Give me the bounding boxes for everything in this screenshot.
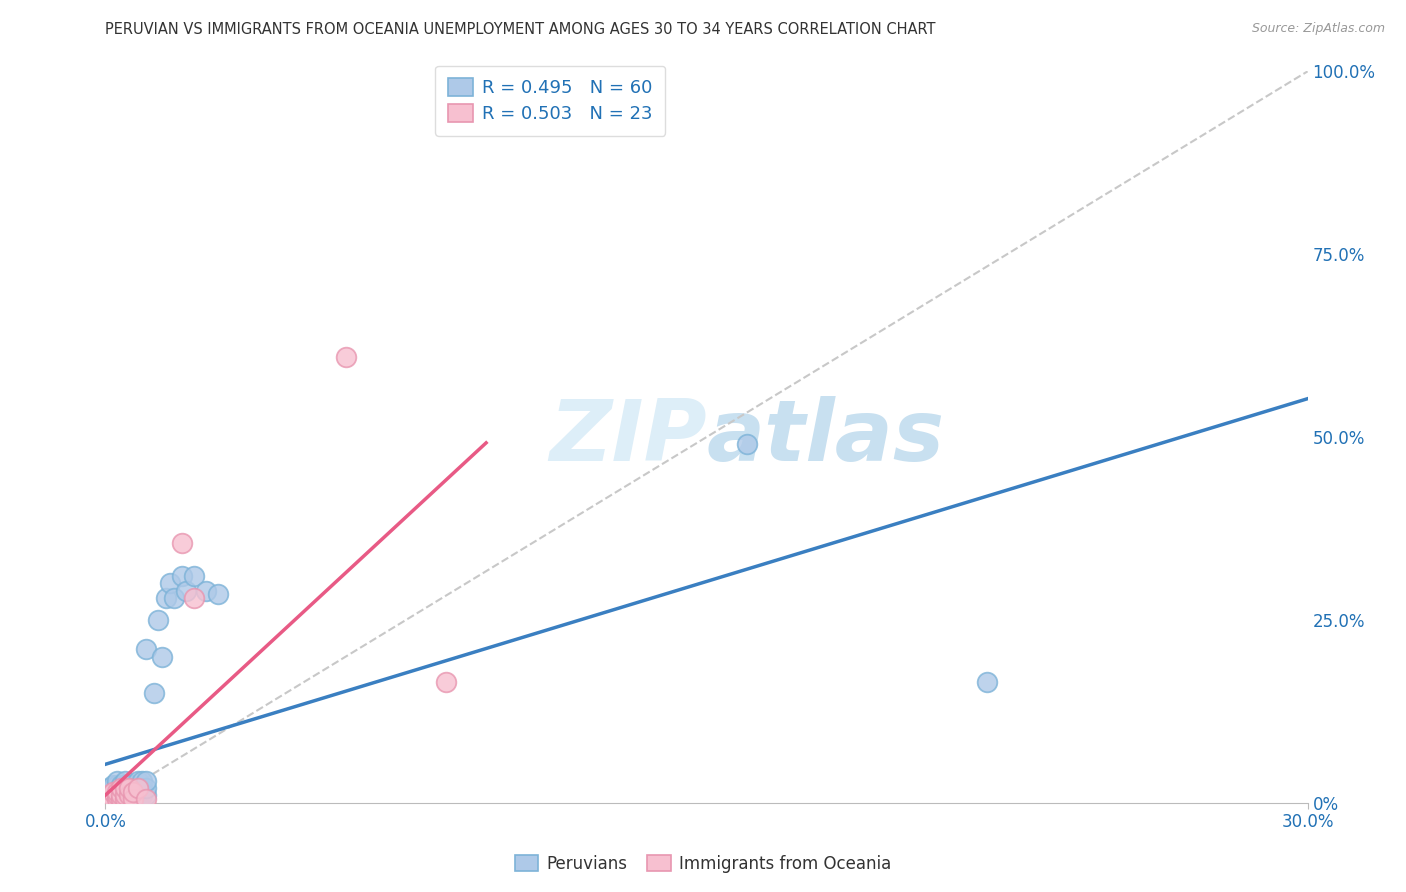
Point	[110, 777, 132, 792]
Point	[107, 792, 129, 806]
Point	[122, 785, 145, 799]
Point	[127, 792, 149, 806]
Point	[127, 773, 149, 788]
Point	[131, 773, 153, 788]
Point	[107, 789, 129, 803]
Text: PERUVIAN VS IMMIGRANTS FROM OCEANIA UNEMPLOYMENT AMONG AGES 30 TO 34 YEARS CORRE: PERUVIAN VS IMMIGRANTS FROM OCEANIA UNEM…	[105, 22, 936, 37]
Point	[98, 789, 121, 803]
Point	[118, 789, 141, 803]
Legend: R = 0.495   N = 60, R = 0.503   N = 23: R = 0.495 N = 60, R = 0.503 N = 23	[436, 66, 665, 136]
Point	[118, 792, 141, 806]
Legend: Peruvians, Immigrants from Oceania: Peruvians, Immigrants from Oceania	[508, 848, 898, 880]
Point	[103, 777, 125, 792]
Point	[114, 789, 136, 803]
Point	[98, 789, 121, 803]
Point	[434, 675, 457, 690]
Point	[114, 785, 136, 799]
Point	[142, 686, 165, 700]
Point	[159, 576, 181, 591]
Point	[118, 781, 141, 796]
Point	[118, 789, 141, 803]
Point	[135, 789, 157, 803]
Point	[110, 792, 132, 806]
Point	[107, 777, 129, 792]
Point	[127, 781, 149, 796]
Point	[976, 675, 998, 690]
Point	[103, 781, 125, 796]
Point	[114, 781, 136, 796]
Point	[194, 583, 217, 598]
Point	[110, 789, 132, 803]
Point	[131, 781, 153, 796]
Point	[114, 773, 136, 788]
Point	[103, 792, 125, 806]
Point	[735, 437, 758, 451]
Point	[103, 785, 125, 799]
Point	[114, 792, 136, 806]
Text: ZIP: ZIP	[548, 395, 707, 479]
Point	[127, 781, 149, 796]
Point	[110, 781, 132, 796]
Point	[103, 792, 125, 806]
Point	[107, 785, 129, 799]
Point	[118, 777, 141, 792]
Point	[103, 789, 125, 803]
Point	[107, 789, 129, 803]
Point	[98, 785, 121, 799]
Point	[103, 785, 125, 799]
Point	[135, 773, 157, 788]
Point	[162, 591, 184, 605]
Point	[107, 781, 129, 796]
Point	[207, 587, 229, 601]
Point	[146, 613, 169, 627]
Point	[183, 591, 205, 605]
Point	[135, 792, 157, 806]
Point	[170, 569, 193, 583]
Point	[114, 781, 136, 796]
Point	[135, 781, 157, 796]
Point	[114, 792, 136, 806]
Point	[122, 789, 145, 803]
Point	[135, 642, 157, 657]
Point	[114, 777, 136, 792]
Point	[335, 350, 357, 364]
Point	[110, 781, 132, 796]
Point	[98, 781, 121, 796]
Point	[122, 792, 145, 806]
Point	[122, 785, 145, 799]
Point	[107, 785, 129, 799]
Point	[170, 536, 193, 550]
Point	[110, 792, 132, 806]
Text: Source: ZipAtlas.com: Source: ZipAtlas.com	[1251, 22, 1385, 36]
Point	[122, 781, 145, 796]
Point	[174, 583, 197, 598]
Point	[114, 792, 136, 806]
Point	[110, 789, 132, 803]
Point	[114, 789, 136, 803]
Point	[155, 591, 177, 605]
Point	[107, 773, 129, 788]
Point	[107, 792, 129, 806]
Point	[98, 792, 121, 806]
Point	[118, 781, 141, 796]
Point	[183, 569, 205, 583]
Point	[131, 789, 153, 803]
Point	[122, 792, 145, 806]
Point	[98, 792, 121, 806]
Point	[127, 789, 149, 803]
Point	[110, 785, 132, 799]
Point	[118, 785, 141, 799]
Point	[150, 649, 173, 664]
Text: atlas: atlas	[707, 395, 945, 479]
